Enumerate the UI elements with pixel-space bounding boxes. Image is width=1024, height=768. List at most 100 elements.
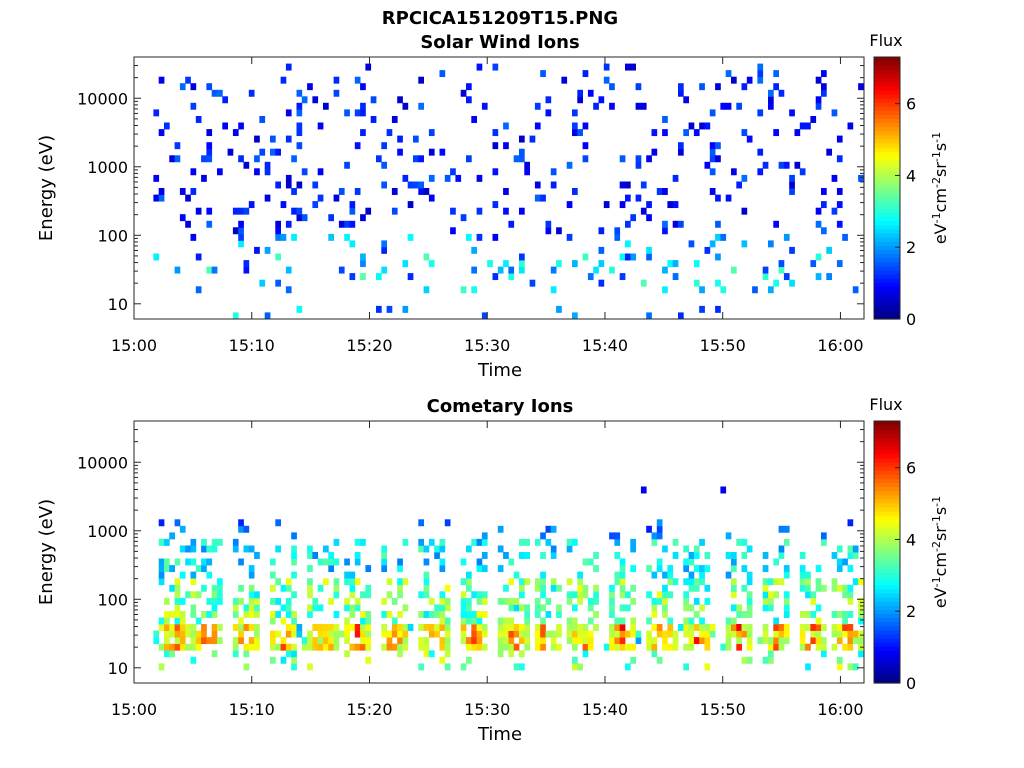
heatmap-cell bbox=[397, 584, 403, 592]
heatmap-cell bbox=[836, 188, 843, 195]
heatmap-cell bbox=[587, 558, 594, 566]
heatmap-cell bbox=[572, 637, 578, 645]
heatmap-cell bbox=[338, 266, 345, 274]
heatmap-cell bbox=[582, 155, 589, 163]
heatmap-cell bbox=[481, 532, 488, 540]
heatmap-cell bbox=[556, 305, 562, 313]
heatmap-cell bbox=[683, 545, 689, 553]
heatmap-cell bbox=[471, 286, 477, 294]
heatmap-cell bbox=[593, 611, 599, 618]
heatmap-cell bbox=[566, 161, 573, 169]
heatmap-cell bbox=[640, 102, 647, 110]
heatmap-cell bbox=[476, 617, 483, 625]
heatmap-cell bbox=[646, 312, 652, 320]
heatmap-cell bbox=[195, 643, 202, 651]
heatmap-cell bbox=[720, 486, 727, 494]
colorbar-segment bbox=[874, 482, 900, 488]
heatmap-cell bbox=[587, 89, 594, 97]
heatmap-cell bbox=[307, 591, 313, 599]
heatmap-cell bbox=[614, 578, 621, 586]
heatmap-cell bbox=[662, 116, 668, 123]
heatmap-cell bbox=[640, 486, 647, 494]
heatmap-cell bbox=[376, 305, 382, 313]
heatmap-cell bbox=[360, 273, 366, 281]
heatmap-cell bbox=[619, 155, 626, 163]
heatmap-cell bbox=[481, 102, 488, 110]
heatmap-cell bbox=[524, 617, 530, 625]
colorbar-segment bbox=[874, 261, 900, 267]
heatmap-cell bbox=[842, 591, 848, 599]
heatmap-cell bbox=[243, 624, 250, 631]
heatmap-cell bbox=[609, 266, 615, 274]
heatmap-cell bbox=[656, 656, 663, 664]
heatmap-cell bbox=[577, 591, 583, 599]
heatmap-cell bbox=[519, 207, 525, 215]
y-tick-label: 100 bbox=[97, 226, 128, 245]
colorbar-segment bbox=[874, 531, 900, 537]
heatmap-cell bbox=[778, 630, 785, 638]
heatmap-cell bbox=[466, 617, 472, 625]
heatmap-cell bbox=[524, 552, 530, 559]
heatmap-cell bbox=[746, 135, 753, 143]
heatmap-cell bbox=[699, 604, 705, 612]
colorbar-segment bbox=[874, 543, 900, 549]
colorbar-segment bbox=[874, 666, 900, 672]
colorbar-segment bbox=[874, 547, 900, 553]
heatmap-cell bbox=[418, 545, 424, 553]
heatmap-cell bbox=[275, 643, 281, 651]
heatmap-cell bbox=[672, 643, 679, 651]
heatmap-cell bbox=[275, 220, 281, 228]
heatmap-cell bbox=[466, 578, 472, 586]
heatmap-cell bbox=[731, 76, 737, 84]
colorbar-segment bbox=[874, 580, 900, 586]
heatmap-cell bbox=[625, 643, 631, 651]
heatmap-cell bbox=[513, 597, 520, 605]
heatmap-cell bbox=[344, 630, 350, 638]
heatmap-cell bbox=[651, 597, 658, 605]
heatmap-cell bbox=[720, 286, 727, 294]
heatmap-cell bbox=[630, 643, 636, 651]
heatmap-cell bbox=[360, 624, 366, 631]
heatmap-cell bbox=[280, 604, 287, 612]
heatmap-cell bbox=[577, 637, 583, 645]
heatmap-cell bbox=[683, 643, 689, 651]
heatmap-cell bbox=[232, 312, 239, 320]
heatmap-cell bbox=[179, 188, 186, 195]
heatmap-cell bbox=[826, 273, 832, 281]
heatmap-cell bbox=[815, 273, 822, 281]
heatmap-cell bbox=[349, 604, 356, 612]
heatmap-cell bbox=[444, 630, 451, 638]
heatmap-cell bbox=[397, 650, 403, 658]
heatmap-cell bbox=[328, 233, 334, 241]
colorbar-segment bbox=[874, 216, 900, 222]
colorbar-segment bbox=[874, 572, 900, 578]
heatmap-cell bbox=[317, 630, 324, 638]
heatmap-cell bbox=[603, 76, 610, 84]
heatmap-cell bbox=[232, 207, 239, 215]
heatmap-cell bbox=[826, 148, 832, 156]
heatmap-cell bbox=[545, 525, 552, 533]
heatmap-cell bbox=[365, 624, 372, 631]
heatmap-cell bbox=[572, 260, 578, 268]
colorbar-segment bbox=[874, 552, 900, 557]
heatmap-cell bbox=[773, 643, 779, 651]
heatmap-cell bbox=[519, 630, 525, 638]
heatmap-cell bbox=[323, 643, 329, 651]
heatmap-cell bbox=[709, 148, 716, 156]
heatmap-cell bbox=[858, 597, 864, 605]
x-tick-label: 15:40 bbox=[582, 700, 628, 719]
heatmap-cell bbox=[270, 617, 276, 625]
heatmap-cell bbox=[211, 630, 218, 638]
heatmap-cell bbox=[439, 545, 446, 553]
colorbar-segment bbox=[874, 122, 900, 128]
heatmap-cell bbox=[582, 650, 589, 658]
heatmap-cell bbox=[693, 260, 700, 268]
heatmap-cell bbox=[805, 643, 811, 651]
heatmap-cell bbox=[831, 630, 838, 638]
panel-title: Cometary Ions bbox=[427, 396, 574, 417]
heatmap-cell bbox=[836, 624, 843, 631]
heatmap-cell bbox=[609, 597, 615, 605]
heatmap-cell bbox=[534, 604, 541, 612]
heatmap-cell bbox=[736, 624, 742, 631]
heatmap-cell bbox=[402, 578, 409, 586]
